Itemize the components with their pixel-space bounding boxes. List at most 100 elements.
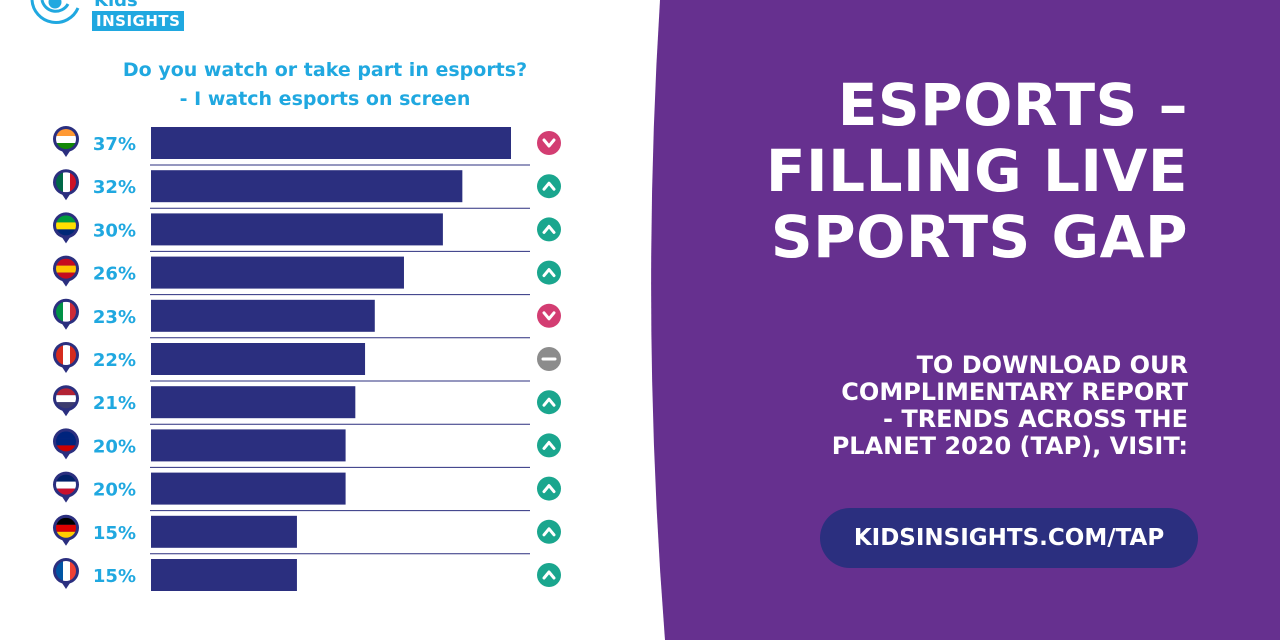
- bar-italy: [151, 299, 375, 332]
- flag-stripe: [70, 345, 76, 365]
- trend-up-icon: [537, 519, 561, 544]
- flag-stripe: [56, 265, 76, 273]
- chart-row: 22%: [53, 342, 561, 382]
- flag-stripe: [56, 395, 76, 403]
- bar-brazil: [151, 213, 443, 246]
- flag-stripe: [56, 481, 76, 489]
- trend-down-icon: [537, 303, 561, 328]
- chart-row: 23%: [53, 298, 561, 339]
- flag-stripe: [56, 229, 76, 236]
- cta-line-1: TO DOWNLOAD OUR: [916, 351, 1188, 379]
- data-label: 23%: [93, 307, 136, 328]
- data-label: 20%: [93, 436, 136, 457]
- trend-glyph: [542, 397, 556, 407]
- bar-canada: [151, 343, 366, 375]
- chart-row: 21%: [53, 385, 561, 425]
- cta-line-3: - TRENDS ACROSS THE: [883, 405, 1188, 433]
- chart-row: 30%: [53, 212, 561, 252]
- flag-stripe: [56, 474, 76, 482]
- flag-germany-icon: [53, 514, 79, 546]
- trend-up-icon: [537, 174, 561, 199]
- chart-row: 15%: [53, 514, 561, 555]
- trend-glyph: [542, 440, 556, 450]
- trend-glyph: [542, 138, 556, 148]
- trend-up-icon: [537, 563, 561, 587]
- flag-stripe: [56, 301, 63, 322]
- trend-glyph: [542, 224, 556, 234]
- headline-line-1: ESPORTS –: [837, 71, 1188, 139]
- chart-row: 20%: [53, 428, 561, 468]
- bar-mexico: [151, 170, 463, 203]
- report-link-button[interactable]: KIDSINSIGHTS.COM/TAP: [820, 508, 1198, 568]
- trend-circle: [537, 390, 561, 415]
- trend-glyph: [542, 527, 556, 537]
- flag-stripe: [63, 561, 70, 581]
- flag-stripe: [56, 136, 76, 143]
- logo-kids-text: Kids: [94, 0, 138, 11]
- flag-canada-icon: [53, 342, 79, 373]
- data-label: 15%: [93, 566, 136, 587]
- trend-up-icon: [537, 433, 561, 458]
- data-label: 20%: [93, 480, 136, 501]
- data-label: 26%: [93, 264, 136, 285]
- trend-circle: [537, 260, 561, 285]
- flag-stripe: [56, 345, 63, 365]
- flag-italy-icon: [53, 298, 79, 330]
- flag-stripe: [63, 301, 70, 322]
- flag-stripe: [56, 402, 76, 409]
- report-link-text: KIDSINSIGHTS.COM/TAP: [853, 525, 1165, 551]
- bar-uk: [151, 472, 346, 505]
- flag-spain-icon: [53, 255, 79, 287]
- cta-line-4: PLANET 2020 (TAP), VISIT:: [831, 432, 1188, 460]
- flag-stripe: [70, 561, 76, 581]
- bar-france: [151, 559, 297, 591]
- flag-uk-icon: [53, 471, 79, 503]
- trend-circle: [537, 519, 561, 544]
- flag-stripe: [56, 258, 76, 266]
- chart-row: 32%: [53, 169, 561, 209]
- trend-flat-icon: [537, 347, 561, 371]
- flag-stripe: [56, 561, 63, 581]
- flag-stripe: [56, 517, 76, 525]
- trend-circle: [537, 217, 561, 242]
- trend-glyph: [542, 570, 556, 580]
- data-label: 21%: [93, 393, 136, 414]
- flag-stripe: [56, 143, 76, 149]
- flag-stripe: [56, 531, 76, 538]
- data-label: 22%: [93, 350, 136, 371]
- headline-line-3: SPORTS GAP: [770, 203, 1188, 271]
- trend-circle: [537, 433, 561, 458]
- trend-glyph: [542, 311, 556, 321]
- flag-france-icon: [53, 558, 79, 589]
- data-label: 37%: [93, 134, 136, 155]
- headline-line-2: FILLING LIVE: [765, 137, 1188, 205]
- trend-glyph: [542, 268, 556, 278]
- trend-circle: [537, 131, 561, 155]
- logo-insights-text: INSIGHTS: [92, 11, 185, 31]
- flag-stripe: [56, 272, 76, 279]
- flag-stripe: [56, 445, 76, 452]
- flag-stripe: [70, 301, 76, 322]
- trend-up-icon: [537, 390, 561, 415]
- flag-stripe: [56, 388, 76, 396]
- logo-mark-icon: [30, 0, 80, 25]
- cta-line-2: COMPLIMENTARY REPORT: [841, 378, 1188, 406]
- flag-stripe: [56, 222, 76, 230]
- chart-row: 20%: [53, 471, 561, 512]
- trend-circle: [537, 563, 561, 587]
- bar-germany: [151, 515, 297, 548]
- flag-stripe: [56, 524, 76, 532]
- flag-stripe: [56, 431, 76, 439]
- chart-row: 26%: [53, 255, 561, 296]
- bar-usa: [151, 386, 356, 419]
- flag-stripe: [56, 488, 76, 495]
- flag-stripe: [70, 172, 76, 193]
- flag-stripe: [63, 172, 70, 193]
- purple-panel: [651, 0, 1280, 640]
- bar-india: [151, 127, 511, 159]
- flag-australia-icon: [53, 428, 79, 460]
- cta-text: TO DOWNLOAD OUR COMPLIMENTARY REPORT - T…: [668, 352, 1188, 460]
- flag-stripe: [56, 215, 76, 223]
- flag-stripe: [56, 172, 63, 193]
